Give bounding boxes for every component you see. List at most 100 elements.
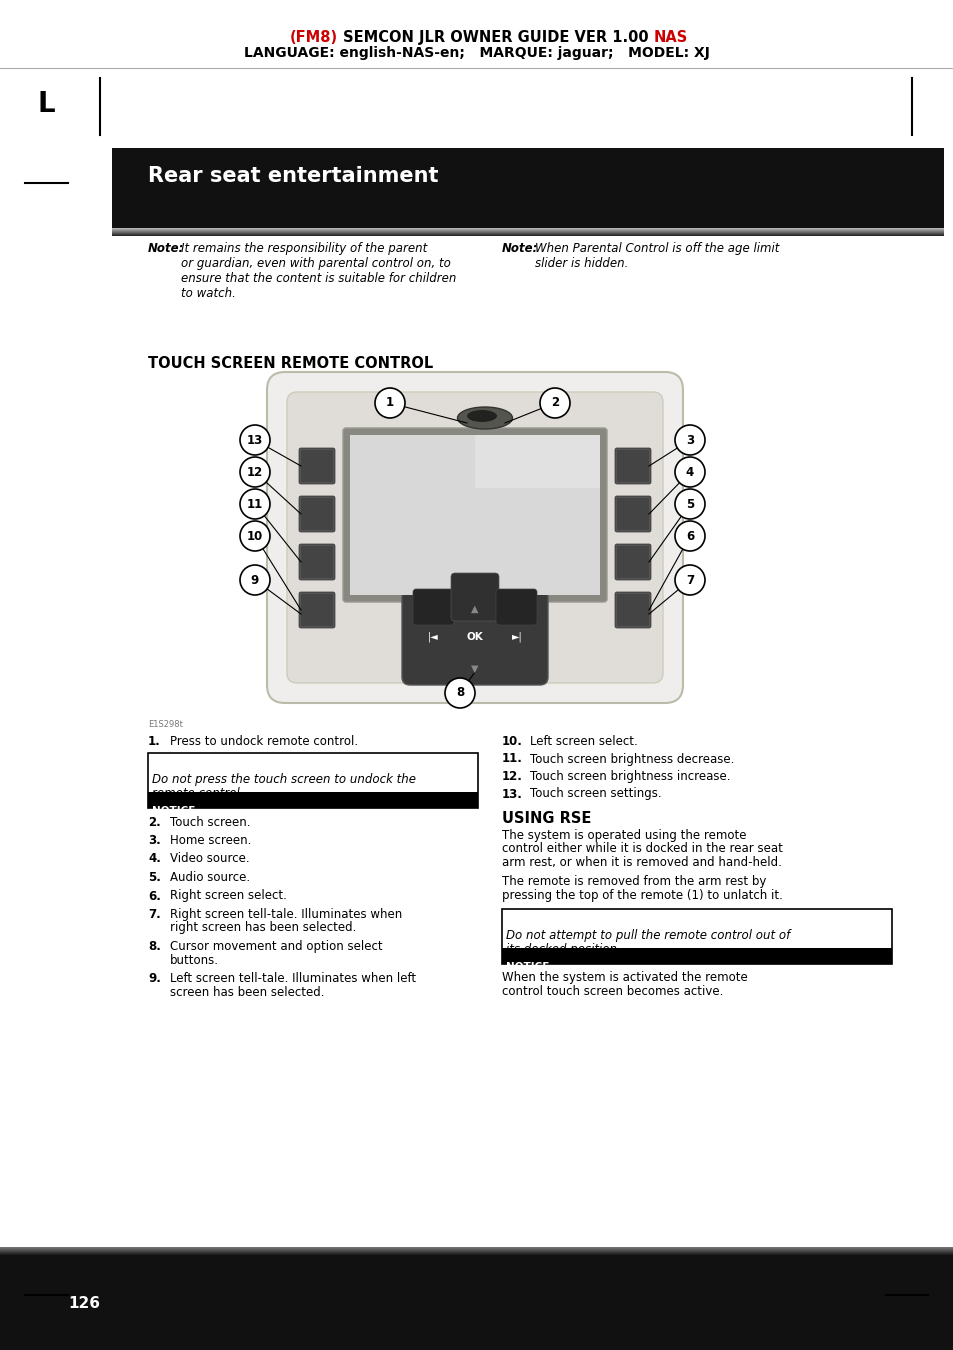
Text: TOUCH SCREEN REMOTE CONTROL: TOUCH SCREEN REMOTE CONTROL <box>148 356 433 371</box>
Circle shape <box>240 458 270 487</box>
Text: 4.: 4. <box>148 852 161 865</box>
Text: control either while it is docked in the rear seat: control either while it is docked in the… <box>501 842 782 856</box>
FancyBboxPatch shape <box>301 594 333 626</box>
Text: When Parental Control is off the age limit
slider is hidden.: When Parental Control is off the age lim… <box>535 242 779 270</box>
Text: USING RSE: USING RSE <box>501 811 591 826</box>
Text: Home screen.: Home screen. <box>170 834 251 846</box>
Text: control touch screen becomes active.: control touch screen becomes active. <box>501 986 722 998</box>
FancyBboxPatch shape <box>617 498 648 531</box>
Bar <box>309 613 325 618</box>
Text: Note:: Note: <box>148 242 184 255</box>
FancyBboxPatch shape <box>617 594 648 626</box>
Text: Cursor movement and option select: Cursor movement and option select <box>170 940 382 953</box>
Text: its docked position.: its docked position. <box>505 944 620 956</box>
Text: ▼: ▼ <box>471 664 478 674</box>
Bar <box>148 752 477 807</box>
FancyBboxPatch shape <box>298 593 335 628</box>
Text: 7.: 7. <box>148 909 161 921</box>
Text: Touch screen settings.: Touch screen settings. <box>530 787 661 801</box>
Text: Audio source.: Audio source. <box>170 871 250 884</box>
FancyBboxPatch shape <box>298 448 335 485</box>
Text: E1S298t: E1S298t <box>148 720 183 729</box>
FancyBboxPatch shape <box>496 589 537 625</box>
Circle shape <box>240 489 270 518</box>
Text: 5.: 5. <box>148 871 161 884</box>
Text: L: L <box>38 90 55 117</box>
Text: 9.: 9. <box>148 972 161 986</box>
FancyBboxPatch shape <box>617 450 648 482</box>
Text: 7: 7 <box>685 574 694 586</box>
Text: 11: 11 <box>247 498 263 510</box>
Text: Press to undock remote control.: Press to undock remote control. <box>170 734 357 748</box>
Bar <box>475 435 599 487</box>
Bar <box>0 1256 953 1350</box>
Text: It remains the responsibility of the parent
or guardian, even with parental cont: It remains the responsibility of the par… <box>181 242 456 300</box>
Bar <box>112 148 943 228</box>
Text: The remote is removed from the arm rest by: The remote is removed from the arm rest … <box>501 876 765 888</box>
Text: When the system is activated the remote: When the system is activated the remote <box>501 972 747 984</box>
FancyBboxPatch shape <box>401 589 547 684</box>
Text: 4: 4 <box>685 466 694 478</box>
FancyBboxPatch shape <box>451 572 498 621</box>
Text: The system is operated using the remote: The system is operated using the remote <box>501 829 745 842</box>
Circle shape <box>240 566 270 595</box>
Text: 8.: 8. <box>148 940 161 953</box>
Text: 3: 3 <box>685 433 694 447</box>
Text: NOTICE: NOTICE <box>505 961 549 972</box>
Text: (FM8): (FM8) <box>290 30 337 45</box>
FancyBboxPatch shape <box>615 544 650 580</box>
FancyBboxPatch shape <box>301 450 333 482</box>
Circle shape <box>240 521 270 551</box>
FancyBboxPatch shape <box>301 545 333 578</box>
Circle shape <box>675 521 704 551</box>
Text: 5: 5 <box>685 498 694 510</box>
Text: Left screen select.: Left screen select. <box>530 734 638 748</box>
Text: 1.: 1. <box>148 734 161 748</box>
Circle shape <box>240 425 270 455</box>
Text: 8: 8 <box>456 687 464 699</box>
Text: 126: 126 <box>68 1296 100 1311</box>
Text: Rear seat entertainment: Rear seat entertainment <box>148 166 438 186</box>
Circle shape <box>675 425 704 455</box>
FancyBboxPatch shape <box>298 495 335 532</box>
Text: 3.: 3. <box>148 834 161 846</box>
Text: NAS: NAS <box>653 30 687 45</box>
Text: 11.: 11. <box>501 752 522 765</box>
Text: Right screen tell-tale. Illuminates when: Right screen tell-tale. Illuminates when <box>170 909 402 921</box>
Text: 6: 6 <box>685 529 694 543</box>
Text: 9: 9 <box>251 574 259 586</box>
Circle shape <box>675 458 704 487</box>
Circle shape <box>444 678 475 707</box>
Text: SEMCON JLR OWNER GUIDE VER 1.00: SEMCON JLR OWNER GUIDE VER 1.00 <box>337 30 653 45</box>
Text: 2: 2 <box>551 397 558 409</box>
Text: Right screen select.: Right screen select. <box>170 890 287 903</box>
Bar <box>624 613 640 618</box>
Text: |◄: |◄ <box>427 632 438 643</box>
Bar <box>148 791 477 807</box>
Text: LANGUAGE: english-NAS-en;   MARQUE: jaguar;   MODEL: XJ: LANGUAGE: english-NAS-en; MARQUE: jaguar… <box>244 46 709 59</box>
FancyBboxPatch shape <box>615 448 650 485</box>
Text: Touch screen brightness increase.: Touch screen brightness increase. <box>530 769 730 783</box>
FancyBboxPatch shape <box>298 544 335 580</box>
Text: remote control.: remote control. <box>152 787 243 801</box>
Text: Do not press the touch screen to undock the: Do not press the touch screen to undock … <box>152 774 416 787</box>
Text: pressing the top of the remote (1) to unlatch it.: pressing the top of the remote (1) to un… <box>501 890 782 902</box>
FancyBboxPatch shape <box>301 498 333 531</box>
Text: ▲: ▲ <box>471 603 478 614</box>
Text: NOTICE: NOTICE <box>152 806 195 815</box>
Text: 13.: 13. <box>501 787 522 801</box>
Text: 10: 10 <box>247 529 263 543</box>
Text: 12.: 12. <box>501 769 522 783</box>
Ellipse shape <box>467 410 497 423</box>
FancyBboxPatch shape <box>615 593 650 628</box>
Text: screen has been selected.: screen has been selected. <box>170 986 324 999</box>
Text: 2.: 2. <box>148 815 161 829</box>
Text: arm rest, or when it is removed and hand-held.: arm rest, or when it is removed and hand… <box>501 856 781 869</box>
FancyBboxPatch shape <box>287 392 662 683</box>
Text: Touch screen.: Touch screen. <box>170 815 251 829</box>
Text: ►|: ►| <box>511 632 522 643</box>
Text: OK: OK <box>466 632 483 643</box>
Bar <box>501 948 891 964</box>
Text: 13: 13 <box>247 433 263 447</box>
Circle shape <box>539 387 569 418</box>
